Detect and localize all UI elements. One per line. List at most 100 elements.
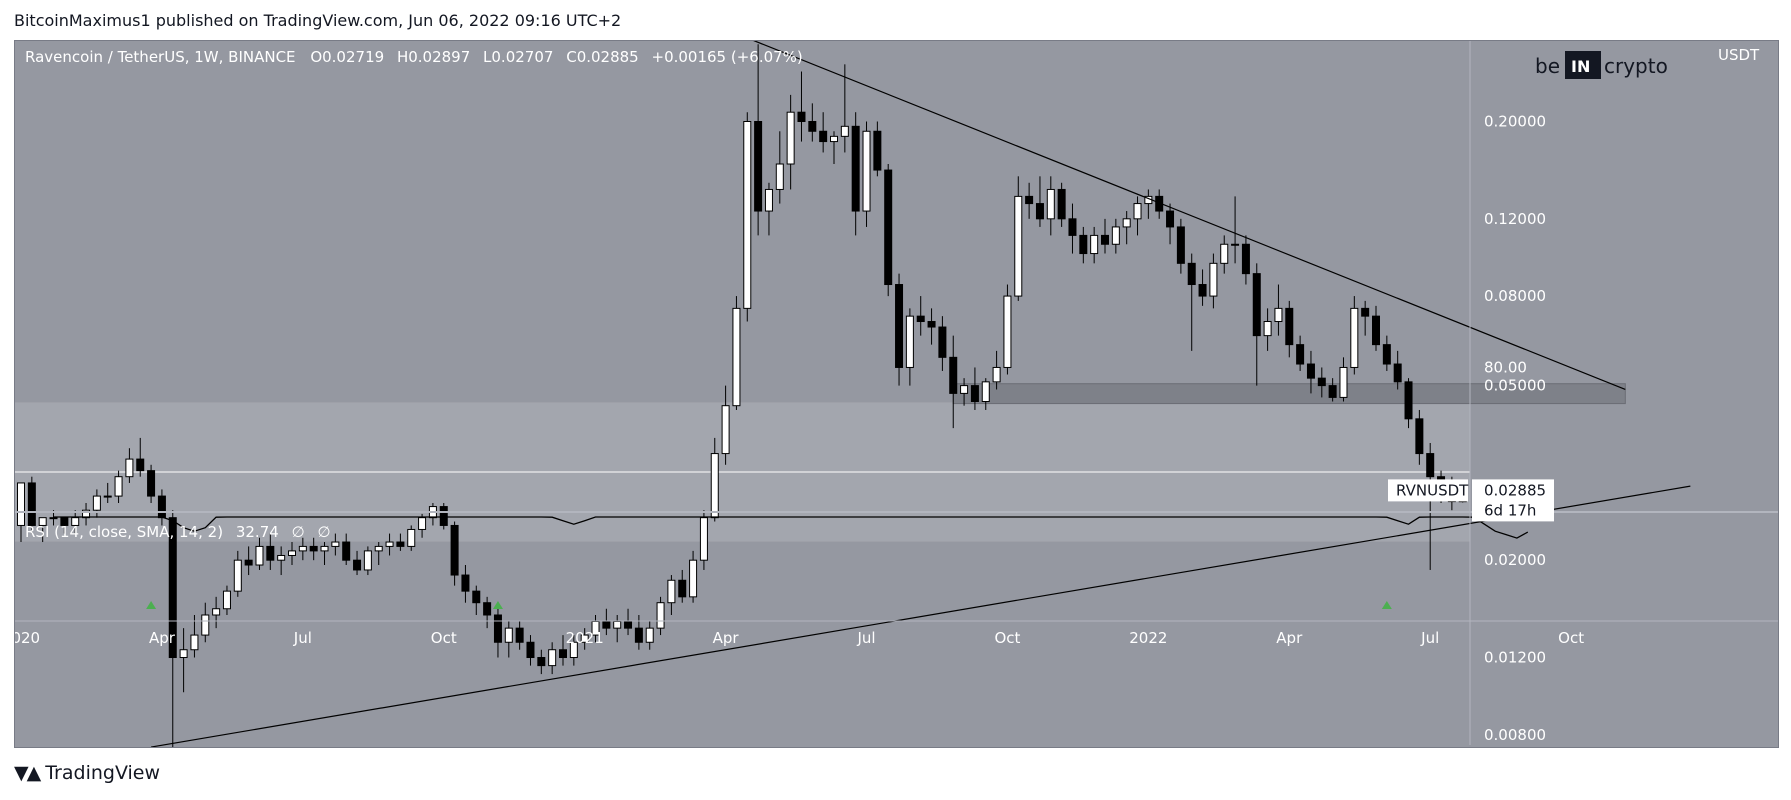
candle-body [1263, 321, 1272, 337]
candle-body [374, 545, 383, 552]
candle [515, 621, 524, 650]
candle [320, 542, 329, 566]
time-tick-label: Apr [149, 629, 176, 647]
price-tick-label: 0.01200 [1484, 649, 1546, 667]
candle-body [201, 614, 210, 636]
candle [721, 385, 730, 465]
beincrypto-logo: be IN crypto [1535, 51, 1668, 79]
candle [938, 316, 947, 371]
candle [949, 335, 958, 429]
candles [17, 44, 1467, 747]
chart-canvas[interactable]: 0.350000.200000.120000.080000.050000.020… [15, 41, 1778, 747]
candle [862, 121, 871, 227]
candle [125, 448, 134, 483]
legend-title: Ravencoin / TetherUS, 1W, BINANCE [25, 48, 296, 66]
candle-body [938, 326, 947, 358]
candle-body [819, 130, 828, 143]
candle-body [342, 541, 351, 561]
candle-body [548, 649, 557, 667]
candle [1317, 367, 1326, 398]
candle [884, 164, 893, 297]
candle [1035, 176, 1044, 227]
candle-body [1426, 453, 1435, 478]
candle [82, 503, 91, 526]
tradingview-footer[interactable]: ▼▲ TradingView [14, 762, 160, 784]
candle-body [515, 627, 524, 643]
candle-body [103, 495, 112, 498]
candle-body [851, 125, 860, 212]
candle [483, 596, 492, 629]
candle [916, 296, 925, 336]
candle [1068, 203, 1077, 254]
candle-body [602, 620, 611, 629]
time-tick-label: Oct [1558, 629, 1584, 647]
time-tick-label: Apr [713, 629, 740, 647]
candle-body [764, 188, 773, 212]
time-tick-label: 2020 [15, 629, 40, 647]
symbol-price-label: RVNUSDT 0.02885 6d 17h [1388, 479, 1554, 522]
candle-body [884, 169, 893, 286]
candle [1393, 350, 1402, 390]
candle-body [71, 517, 80, 526]
price-tick-label: 0.12000 [1484, 210, 1546, 228]
candle-body [1382, 344, 1391, 365]
candle-body [38, 517, 47, 526]
candle [981, 378, 990, 410]
candle-body [754, 121, 763, 212]
candle [168, 510, 177, 747]
chart-frame[interactable]: 0.350000.200000.120000.080000.050000.020… [14, 40, 1779, 748]
rsi-legend-extra1: ∅ [292, 523, 305, 541]
candle [103, 482, 112, 504]
candle [418, 513, 427, 538]
candle-body [82, 509, 91, 519]
candle [179, 628, 188, 693]
candle [830, 131, 838, 165]
candle-body [624, 620, 633, 629]
candle [255, 537, 264, 570]
rsi-legend-title: RSI (14, close, SMA, 14, 2) [25, 523, 223, 541]
candle [147, 464, 156, 504]
candle-body [830, 135, 838, 143]
candle [298, 537, 307, 561]
candle-body [667, 579, 676, 604]
candle [537, 649, 546, 675]
currency-label: USDT [1718, 46, 1760, 64]
candle-body [418, 517, 427, 530]
ascending-support-trendline [150, 485, 1691, 747]
candle [1176, 218, 1185, 274]
candle-body [1328, 385, 1337, 398]
candle [244, 546, 253, 576]
candle [288, 542, 296, 566]
candle [353, 550, 362, 576]
candle-body [1068, 218, 1077, 236]
candle-body [407, 528, 416, 547]
publisher-line: BitcoinMaximus1 published on TradingView… [14, 11, 622, 30]
candle [493, 608, 502, 658]
candle-body [699, 517, 708, 561]
candle-body [1090, 234, 1099, 255]
candle-body [1198, 284, 1207, 297]
candle-body [721, 405, 730, 455]
legend-close-label: C [566, 48, 576, 66]
candle [1122, 211, 1131, 245]
time-axis[interactable]: 2020 Apr Jul Oct 2021 Apr Jul Oct 2022 Apr Jul Oct [15, 629, 1584, 647]
candle-body [559, 649, 567, 659]
candle [190, 614, 199, 658]
logo-text-in: IN [1571, 57, 1590, 76]
candle-body [1339, 366, 1348, 398]
price-tick-label: 0.05000 [1484, 377, 1546, 395]
candle-body [147, 470, 156, 497]
candle-body [1231, 243, 1240, 246]
candle-body [255, 545, 264, 566]
tradingview-brand: TradingView [45, 762, 161, 784]
candle [450, 521, 459, 586]
candle-body [992, 366, 1001, 383]
candle-body [634, 627, 643, 643]
candle-body [320, 545, 329, 552]
legend-low-value: 0.02707 [491, 48, 553, 66]
candle [439, 503, 448, 530]
candle-body [786, 111, 795, 165]
candle-body [1209, 262, 1218, 297]
price-axis[interactable]: 0.350000.200000.120000.080000.050000.020… [1484, 41, 1546, 744]
candle [667, 575, 676, 615]
